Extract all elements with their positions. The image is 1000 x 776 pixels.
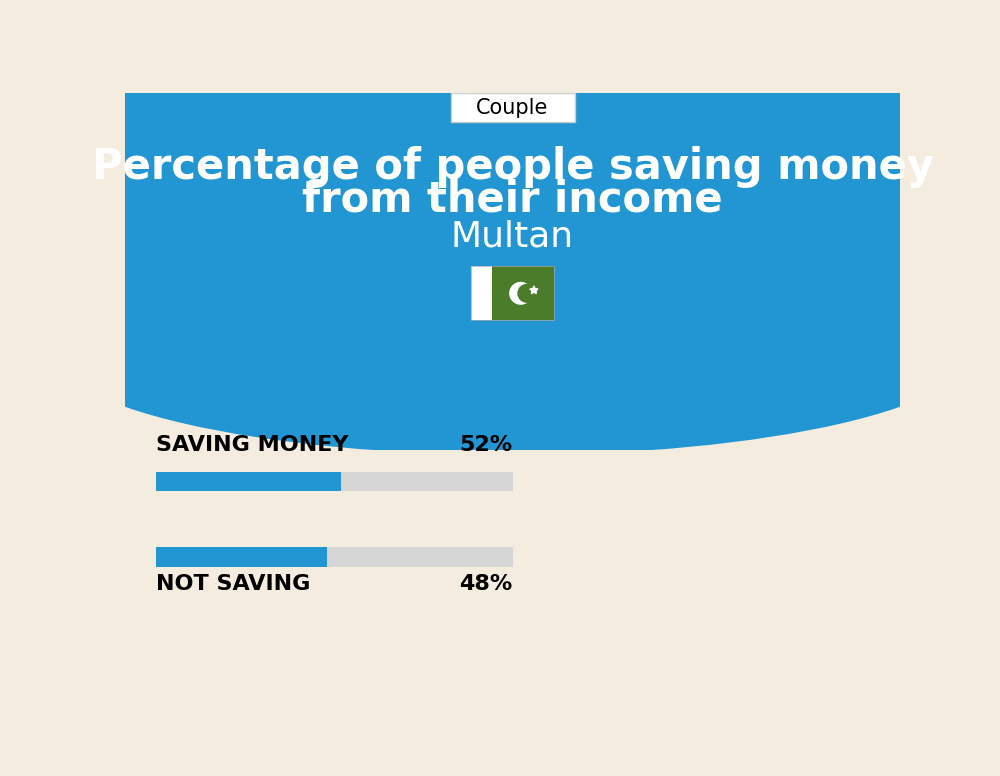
Text: Multan: Multan: [451, 220, 574, 253]
FancyBboxPatch shape: [156, 472, 512, 491]
FancyBboxPatch shape: [450, 93, 574, 123]
FancyBboxPatch shape: [156, 547, 327, 566]
FancyBboxPatch shape: [125, 93, 900, 347]
FancyBboxPatch shape: [125, 450, 900, 691]
Text: 48%: 48%: [459, 573, 512, 594]
Text: from their income: from their income: [302, 178, 723, 220]
Text: 52%: 52%: [459, 435, 512, 455]
FancyBboxPatch shape: [156, 472, 341, 491]
FancyBboxPatch shape: [156, 547, 512, 566]
Text: Percentage of people saving money: Percentage of people saving money: [92, 146, 934, 188]
Text: NOT SAVING: NOT SAVING: [156, 573, 310, 594]
Text: SAVING MONEY: SAVING MONEY: [156, 435, 349, 455]
Circle shape: [518, 285, 536, 302]
Ellipse shape: [48, 240, 978, 455]
Polygon shape: [530, 286, 538, 293]
FancyBboxPatch shape: [471, 266, 492, 320]
Circle shape: [510, 282, 532, 304]
FancyBboxPatch shape: [492, 266, 554, 320]
Text: Couple: Couple: [476, 98, 549, 118]
